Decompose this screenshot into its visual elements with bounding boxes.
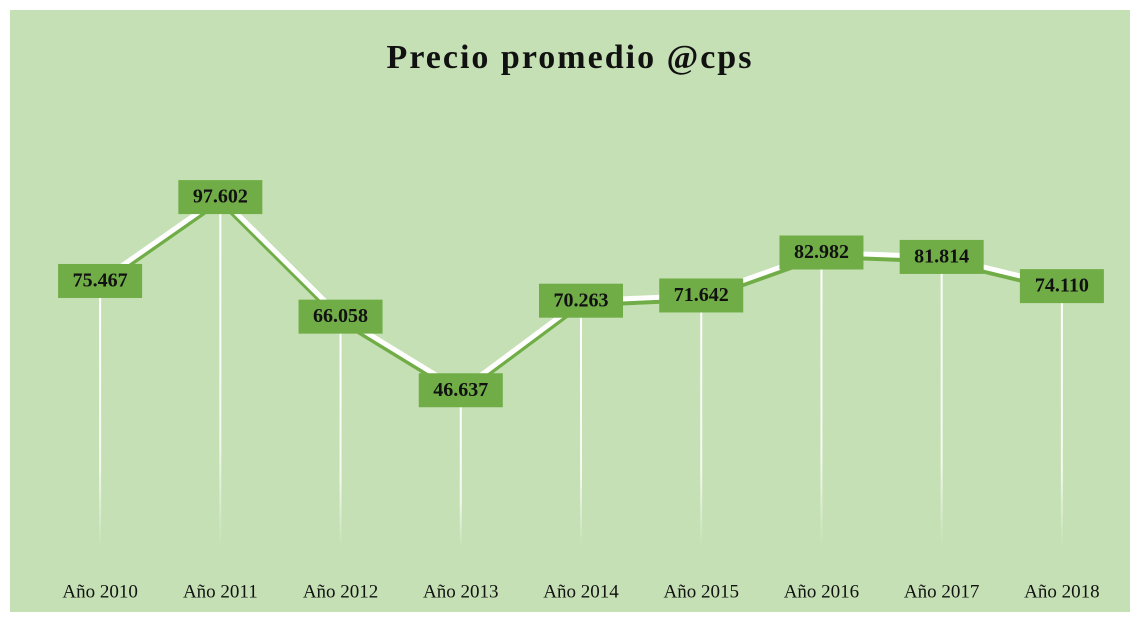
data-label: 66.058 xyxy=(313,305,368,327)
data-label-box xyxy=(899,239,984,274)
data-label-box xyxy=(418,373,503,408)
data-label-box xyxy=(539,283,623,318)
data-label-box xyxy=(779,235,864,270)
x-tick-label: Año 2014 xyxy=(543,581,619,602)
chart-title: Precio promedio @cps xyxy=(387,39,754,76)
data-label: 71.642 xyxy=(674,284,729,306)
drop-line xyxy=(580,300,582,548)
drop-line xyxy=(339,316,342,548)
x-tick-label: Año 2018 xyxy=(1024,581,1099,602)
data-label-box xyxy=(58,263,143,298)
data-label: 82.982 xyxy=(794,241,849,263)
drop-line xyxy=(459,390,462,548)
data-label-box xyxy=(1019,269,1104,304)
x-tick-label: Año 2013 xyxy=(423,581,498,602)
data-label: 74.110 xyxy=(1035,275,1089,297)
drop-line xyxy=(219,197,222,548)
data-label: 75.467 xyxy=(73,270,128,292)
x-tick-label: Año 2015 xyxy=(663,581,738,602)
data-label: 81.814 xyxy=(914,246,969,268)
data-label-box xyxy=(659,278,744,313)
x-tick-label: Año 2017 xyxy=(904,581,979,602)
x-tick-label: Año 2016 xyxy=(784,581,859,602)
data-label: 70.263 xyxy=(554,289,609,311)
drop-line xyxy=(99,280,102,548)
data-label-box xyxy=(178,180,263,215)
drop-line xyxy=(940,256,943,548)
x-tick-label: Año 2012 xyxy=(303,581,378,602)
drop-line xyxy=(1060,286,1063,548)
drop-line xyxy=(820,252,823,548)
x-tick-label: Año 2010 xyxy=(62,581,137,602)
data-label-box xyxy=(298,299,383,334)
data-label: 46.637 xyxy=(433,379,488,401)
x-tick-label: Año 2011 xyxy=(183,581,258,602)
data-label: 97.602 xyxy=(193,186,248,208)
drop-line xyxy=(700,295,703,548)
